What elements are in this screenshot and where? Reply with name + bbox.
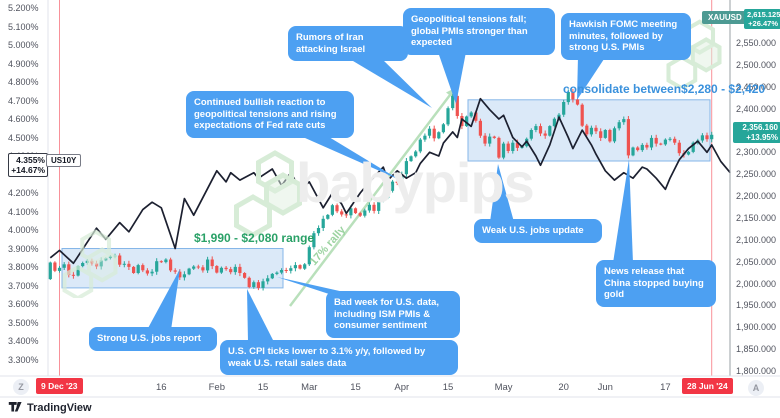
time-axis-tick: May	[494, 382, 513, 393]
time-axis-tick: Feb	[208, 382, 225, 393]
left-axis-tick: 4.700%	[8, 95, 39, 106]
callout-tail	[277, 277, 353, 294]
time-axis-tick: 15	[350, 382, 361, 393]
candlestick-series	[48, 88, 714, 291]
us10y-value: 4.355%	[16, 155, 45, 165]
right-axis-tick: 2,550.000	[736, 38, 777, 48]
right-axis-tick: 2,250.000	[736, 169, 777, 180]
tradingview-logo[interactable]: TradingView	[8, 401, 92, 414]
start-date-chip: 9 Dec '23	[36, 378, 83, 394]
callout-tail	[147, 269, 180, 330]
right-axis-tick: 2,200.000	[736, 191, 777, 202]
left-axis-tick: 3.400%	[8, 336, 39, 346]
left-axis-tick: 3.300%	[8, 354, 39, 365]
left-axis-tick: 5.100%	[8, 21, 39, 32]
babypips-watermark-text: babypips	[296, 151, 535, 214]
us10y-line	[49, 97, 731, 265]
marker-price: 2,356.160	[742, 123, 778, 132]
callout-hawkish-fomc[interactable]: Hawkish FOMC meeting minutes, followed b…	[561, 13, 691, 60]
left-axis-tick: 5.000%	[8, 40, 39, 50]
callout-bad-week-data[interactable]: Bad week for U.S. data, including ISM PM…	[326, 291, 460, 338]
xauusd-symbol-chip: XAUUSD	[702, 11, 748, 24]
babypips-hexagon-watermark-left	[62, 229, 118, 298]
time-axis-tick: Mar	[301, 382, 318, 393]
end-date-chip: 28 Jun '24	[682, 378, 733, 394]
price-marker-badge: 2,356.160 +13.95%	[733, 122, 780, 143]
callout-tail	[577, 56, 606, 100]
marker-change: +13.95%	[746, 132, 778, 142]
time-axis-tick: 20	[558, 382, 569, 393]
left-axis-tick: 4.000%	[8, 225, 39, 235]
right-axis-tick: 2,150.000	[736, 212, 777, 223]
autoscale-button[interactable]: A	[748, 380, 764, 396]
time-axis-tick: 17	[660, 382, 671, 393]
xauusd-current-change: +26.47%	[748, 19, 778, 28]
xauusd-current-price-badge: 2,615.125 +26.47%	[744, 9, 780, 29]
right-axis-tick: 2,000.000	[736, 278, 777, 289]
right-axis-tick: 1,950.000	[736, 300, 777, 311]
left-axis-tick: 4.200%	[8, 188, 39, 198]
tradingview-logo-text: TradingView	[27, 401, 92, 414]
time-axis-tick: 16	[156, 382, 167, 393]
callout-weak-jobs-update[interactable]: Weak U.S. jobs update	[474, 219, 602, 243]
right-axis-tick: 1,850.000	[736, 344, 777, 355]
callout-tail	[613, 159, 633, 263]
right-axis-tick: 2,500.000	[736, 59, 777, 70]
callout-geopolitical-fall[interactable]: Geopolitical tensions fall; global PMIs …	[403, 8, 555, 55]
callout-tail	[490, 164, 514, 222]
range-label[interactable]: $1,990 - $2,080 range	[194, 231, 315, 245]
us10y-symbol-tag: US10Y	[46, 154, 82, 167]
xauusd-current-price: 2,615.125	[747, 10, 780, 19]
right-axis-tick: 2,300.000	[736, 147, 777, 158]
time-axis-tick: 15	[257, 382, 269, 393]
left-axis-tick: 3.900%	[8, 243, 39, 254]
left-axis-tick: 4.600%	[8, 114, 39, 124]
time-axis-tick: Jun	[597, 382, 613, 393]
price-range-box[interactable]	[61, 248, 284, 289]
left-axis-tick: 4.900%	[8, 58, 39, 69]
consolidation-label[interactable]: consolidate between$2,280 - $2,420	[563, 82, 766, 96]
time-axis-tick: Apr	[394, 382, 410, 393]
left-axis-tick: 4.500%	[8, 132, 39, 143]
right-axis-tick: 2,400.000	[736, 103, 777, 114]
callout-tail	[296, 134, 400, 180]
right-axis-tick: 2,100.000	[736, 234, 777, 245]
left-axis-tick: 3.700%	[8, 280, 39, 291]
callout-tail	[348, 55, 432, 108]
right-axis-tick: 2,450.000	[736, 81, 777, 92]
babypips-hexagon-watermark	[234, 150, 302, 238]
tradingview-logo-icon	[8, 401, 22, 412]
left-axis-tick: 4.800%	[8, 77, 39, 87]
left-axis-tick: 4.100%	[8, 206, 39, 217]
us10y-change: +14.67%	[11, 165, 45, 175]
right-axis-tick: 2,050.000	[736, 256, 777, 267]
callout-tail	[438, 52, 466, 104]
callout-continued-bullish[interactable]: Continued bullish reaction to geopolitic…	[186, 91, 354, 138]
callout-china-stopped-buying[interactable]: News release that China stopped buying g…	[596, 260, 716, 307]
callout-cpi-lower[interactable]: U.S. CPI ticks lower to 3.1% y/y, follow…	[220, 340, 458, 375]
time-axis-tick: 15	[442, 382, 454, 393]
left-axis-tick: 3.600%	[8, 299, 39, 309]
callout-tail	[247, 289, 274, 342]
left-axis-tick: 5.200%	[8, 3, 39, 13]
callout-iran-rumors[interactable]: Rumors of Iran attacking Israel	[288, 26, 408, 61]
us10y-value-badge: 4.355% +14.67%	[8, 153, 48, 177]
left-axis-tick: 3.800%	[8, 262, 39, 272]
right-axis-tick: 1,800.000	[736, 365, 777, 376]
callout-strong-jobs-report[interactable]: Strong U.S. jobs report	[89, 327, 217, 351]
timezone-button[interactable]: Z	[13, 379, 29, 395]
left-axis-tick: 3.500%	[8, 317, 39, 328]
right-axis-tick: 1,900.000	[736, 322, 777, 333]
